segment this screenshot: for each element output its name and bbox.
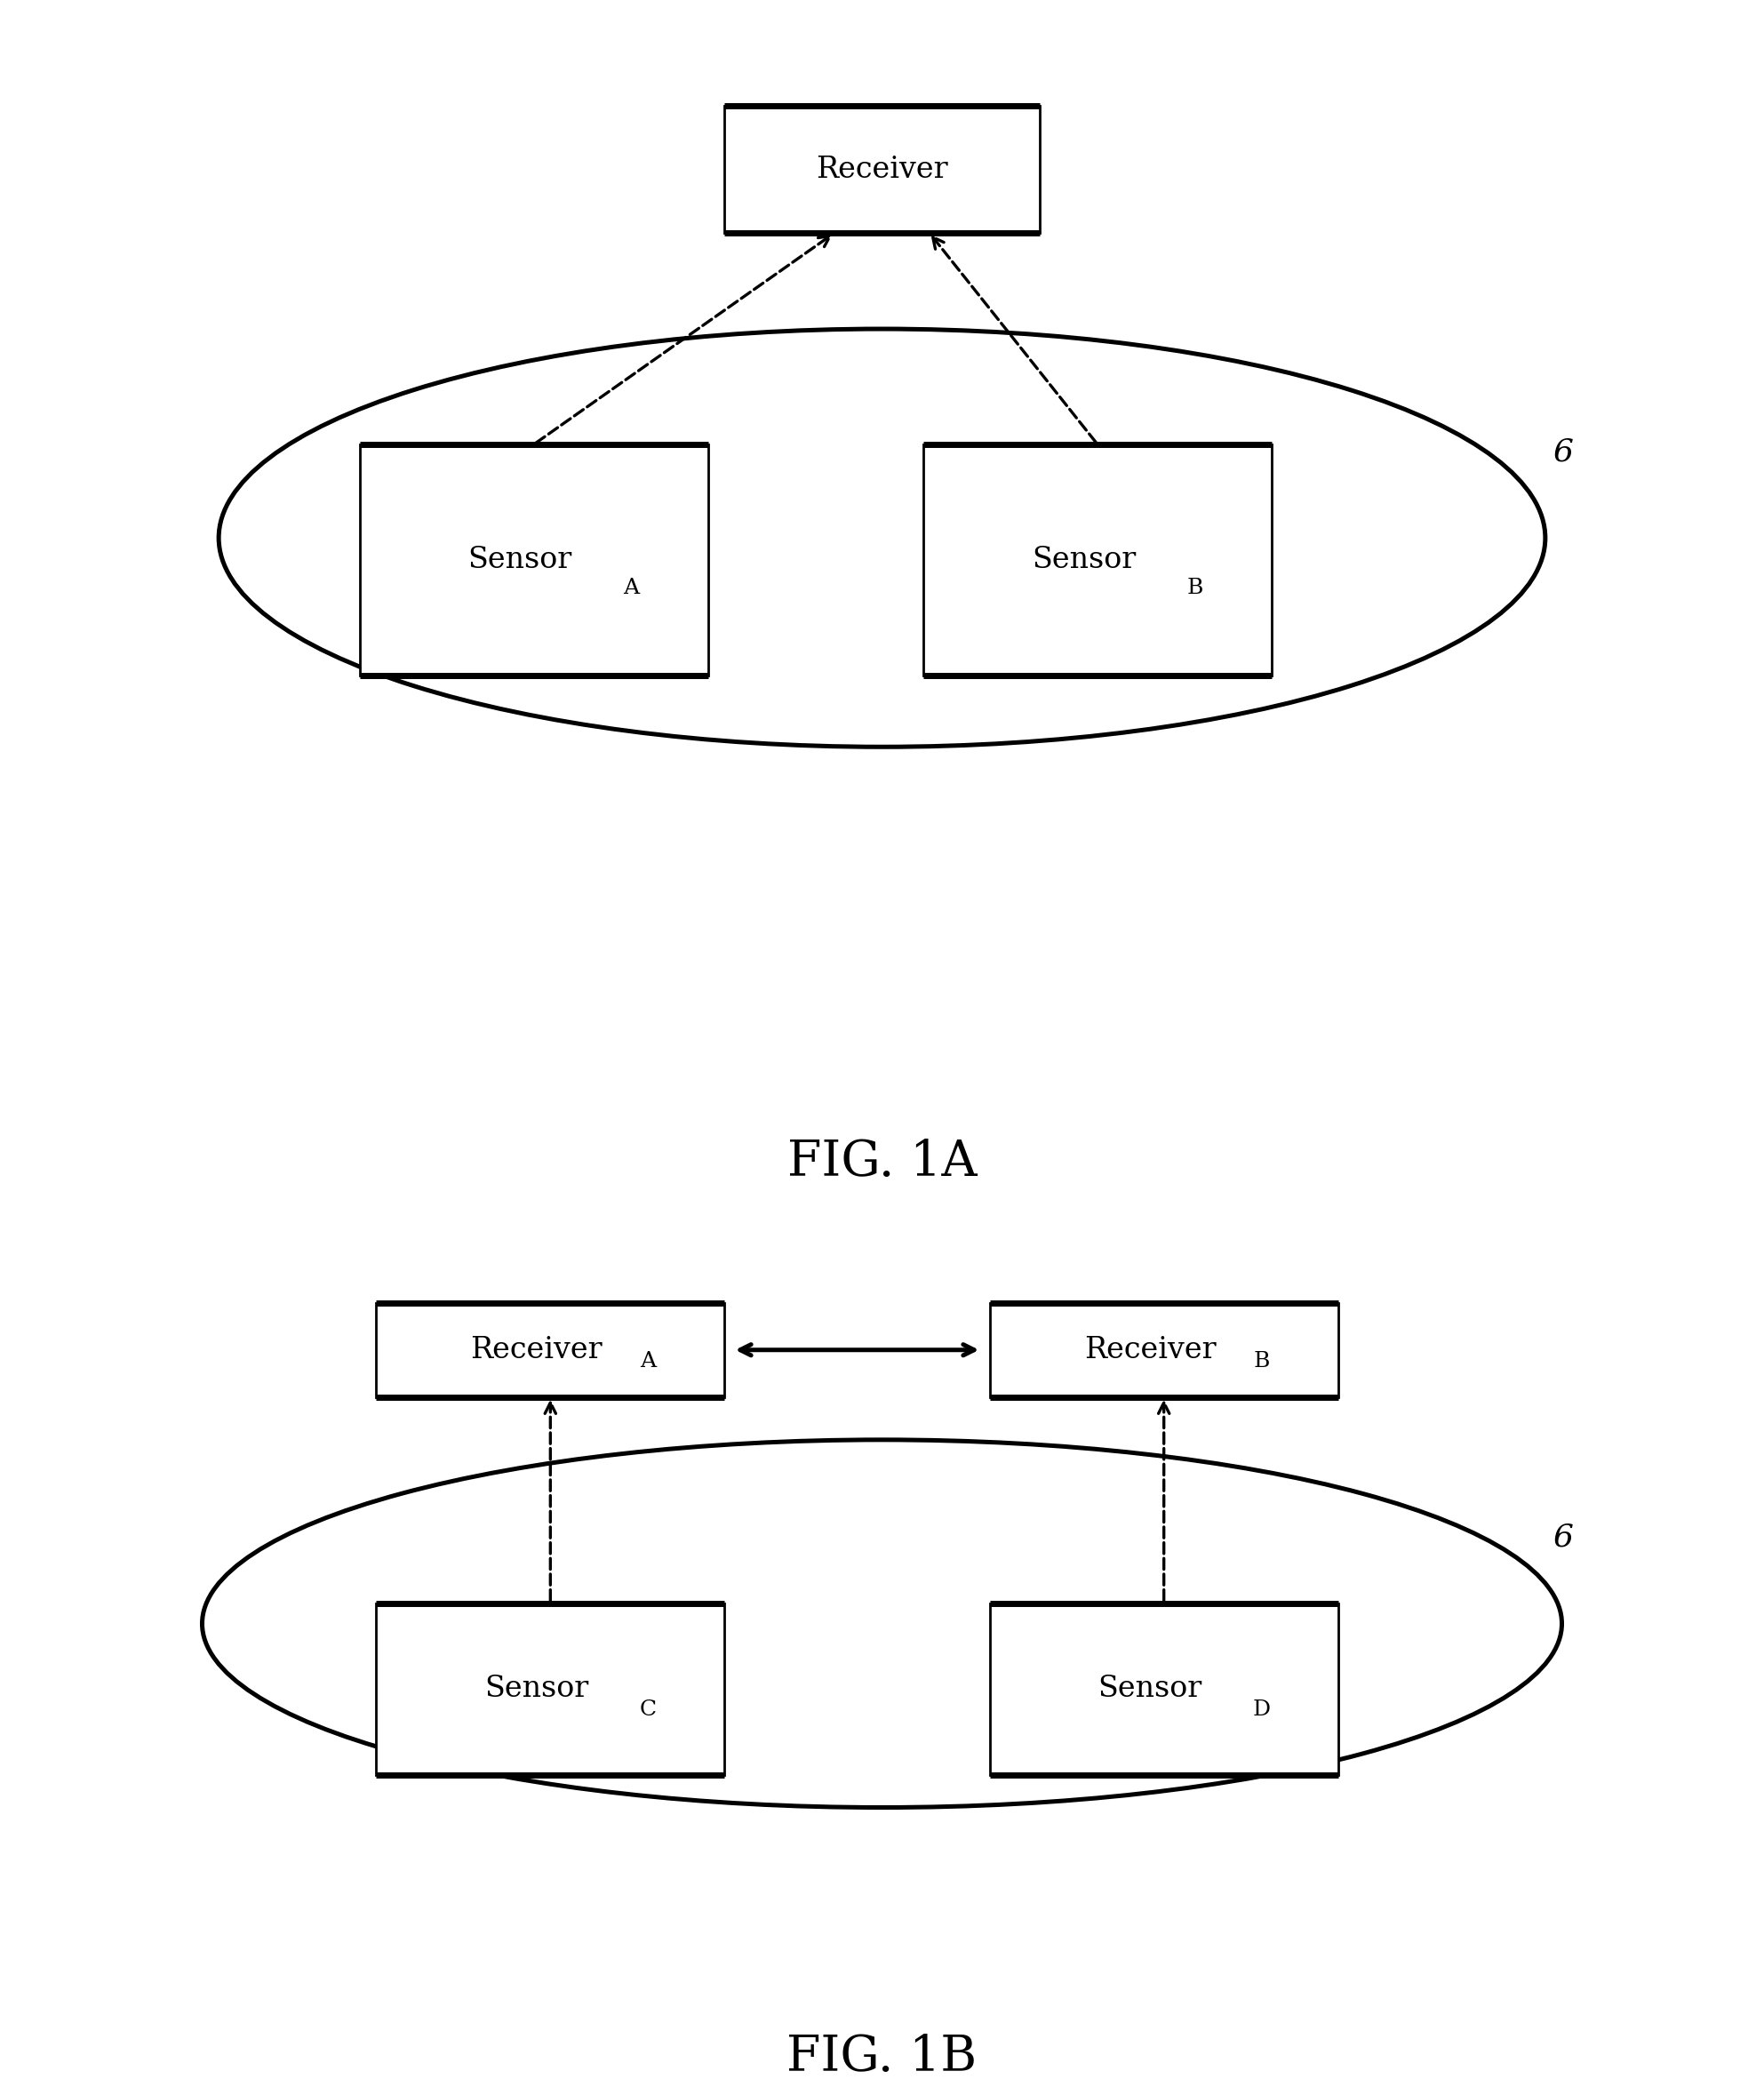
Text: FIG. 1B: FIG. 1B <box>787 2032 977 2082</box>
Text: D: D <box>1252 1699 1270 1720</box>
Bar <box>990 1603 1339 1774</box>
Bar <box>990 1303 1339 1397</box>
Text: Receiver: Receiver <box>1083 1337 1215 1364</box>
Text: Sensor: Sensor <box>467 545 572 574</box>
Text: C: C <box>639 1699 656 1720</box>
Bar <box>376 1603 725 1774</box>
Bar <box>924 444 1272 675</box>
Text: Receiver: Receiver <box>817 155 947 184</box>
Text: B: B <box>1252 1351 1270 1372</box>
Bar <box>376 1303 725 1397</box>
Bar <box>725 107 1039 233</box>
Text: Sensor: Sensor <box>485 1674 589 1703</box>
Text: A: A <box>623 578 639 597</box>
Text: Receiver: Receiver <box>471 1337 603 1364</box>
Text: B: B <box>1187 578 1203 597</box>
Text: A: A <box>640 1351 656 1372</box>
Text: 6: 6 <box>1554 1521 1573 1552</box>
Text: Sensor: Sensor <box>1097 1674 1201 1703</box>
Text: 6: 6 <box>1554 438 1573 467</box>
Bar <box>360 444 707 675</box>
Text: FIG. 1A: FIG. 1A <box>787 1138 977 1188</box>
Text: Sensor: Sensor <box>1032 545 1136 574</box>
